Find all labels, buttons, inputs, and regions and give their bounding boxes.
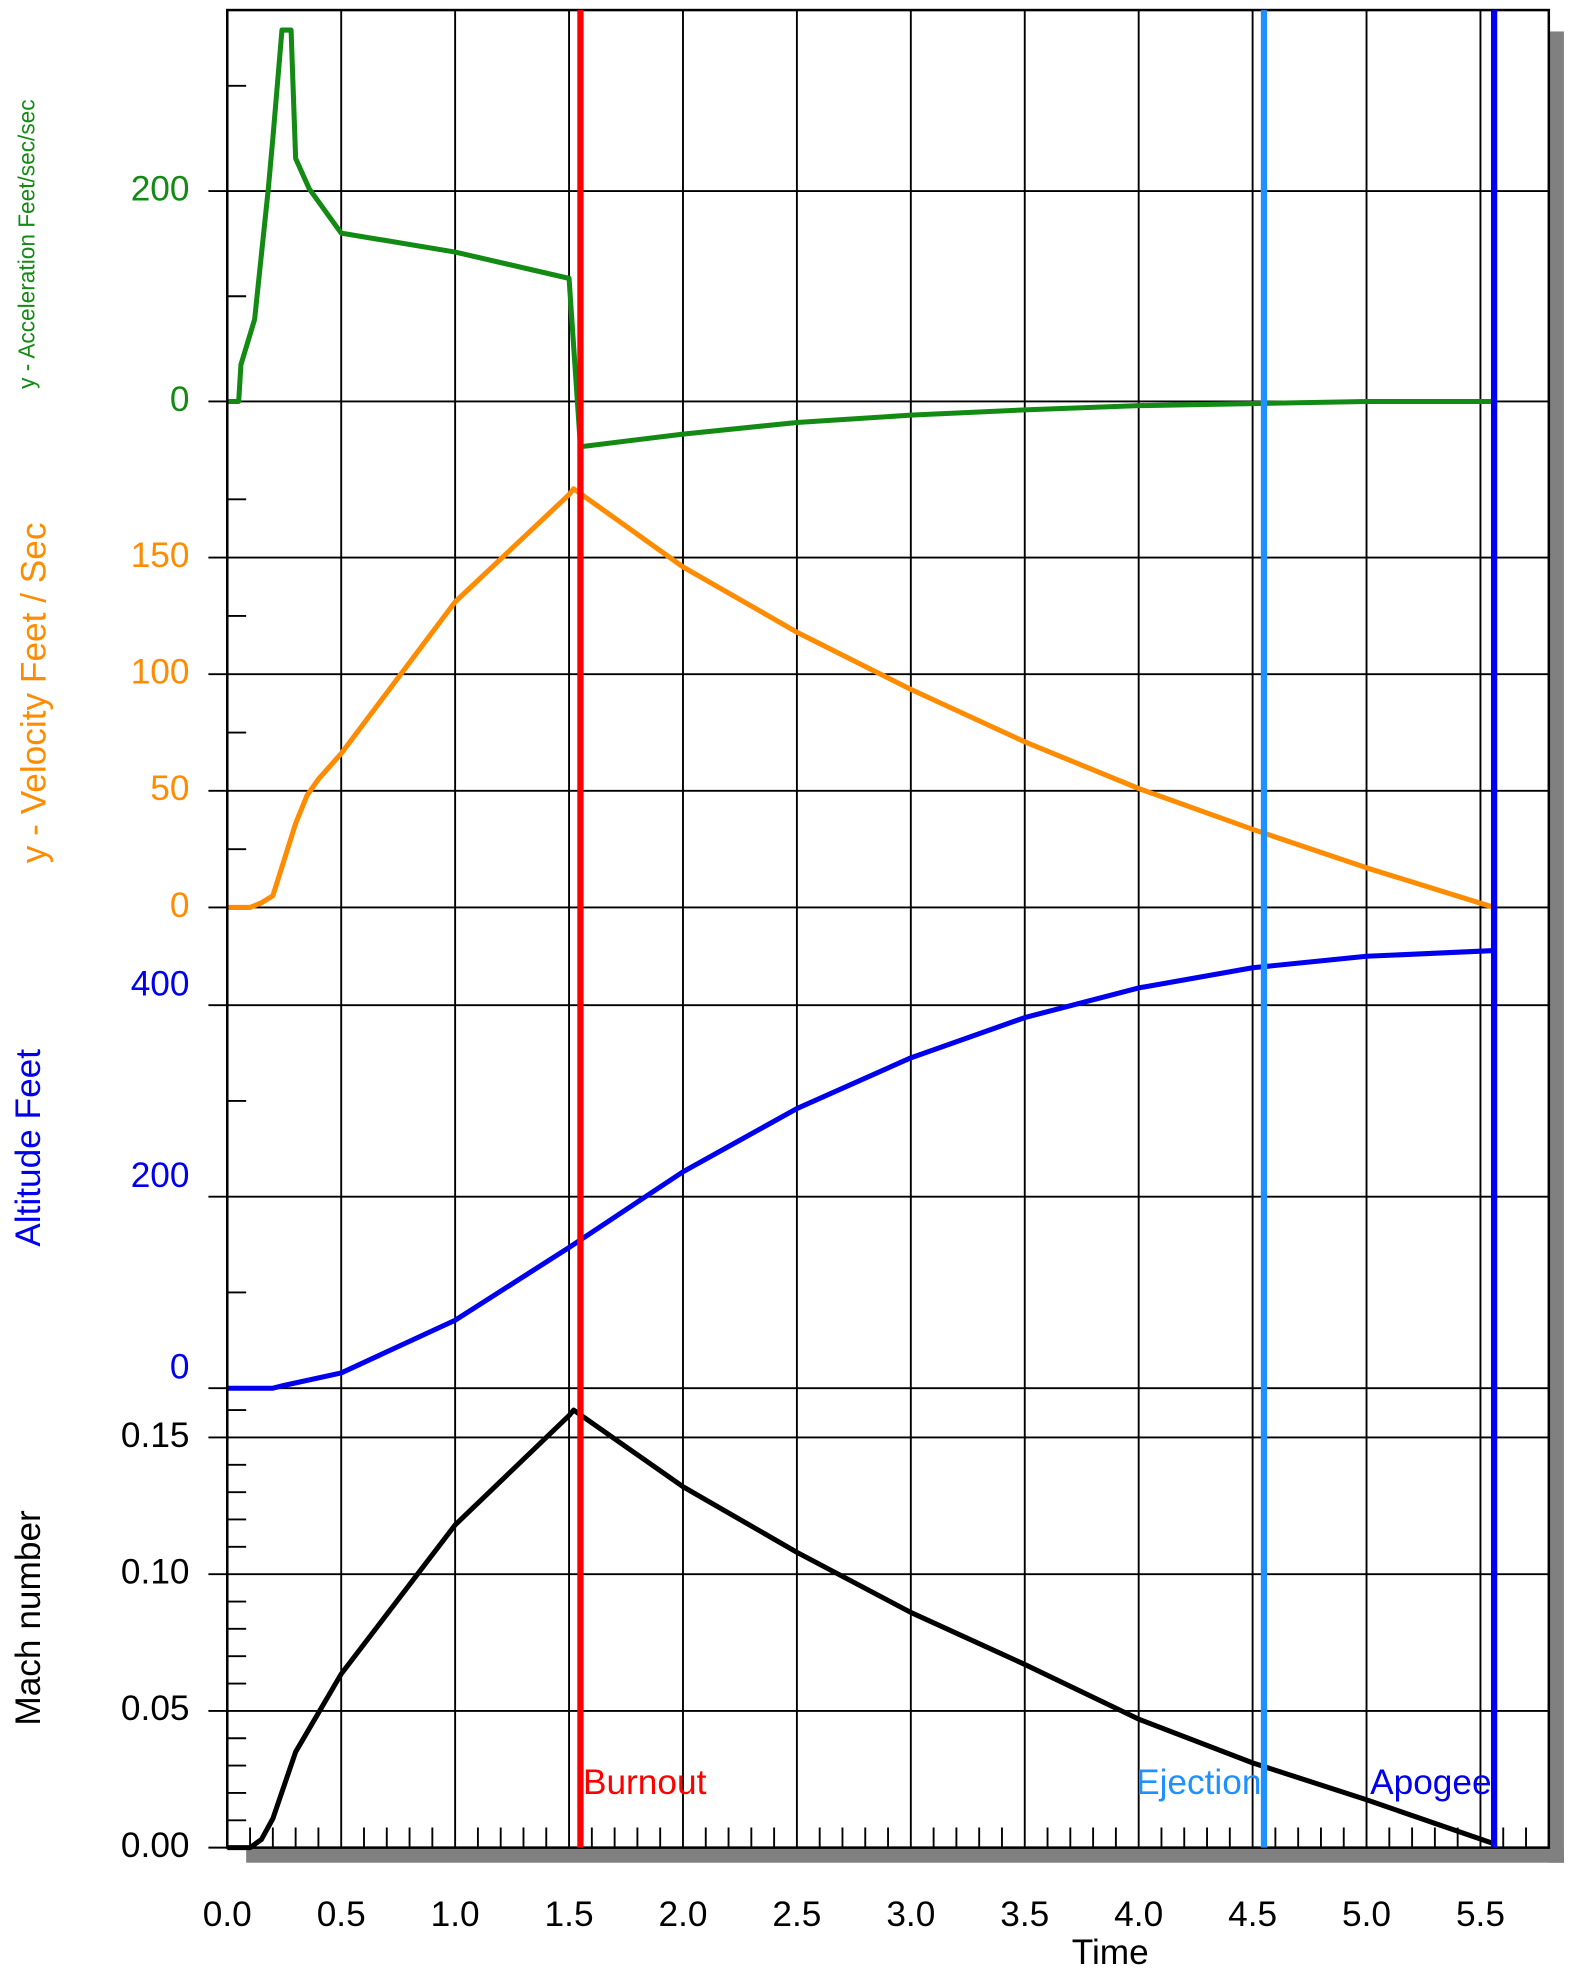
y-axis-label: Altitude Feet [9,1049,48,1247]
x-tick-label: 4.0 [1114,1895,1163,1934]
line [227,27,1495,450]
event-label: Burnout [583,1763,707,1802]
x-tick-label: 5.5 [1456,1895,1505,1934]
event-label: Apogee [1370,1763,1491,1802]
y-axis-label: y - Acceleration Feet/sec/sec [13,99,39,388]
x-tick-label: 1.5 [545,1895,594,1934]
line [227,1407,1495,1851]
y-tick-label: 150 [131,536,190,575]
plot-area [227,10,1549,1848]
y-tick-label: 50 [150,769,189,808]
y-tick-label: 0.15 [121,1416,190,1455]
frame [226,8,1551,1849]
y-tick-label: 0 [170,886,190,925]
event-label: Ejection [1136,1763,1261,1802]
shadow [246,1847,1564,1863]
y-axis-label: y - Velocity Feet / Sec [14,522,53,863]
y-tick-label: 200 [131,1156,190,1195]
y-tick-label: 0 [170,1348,190,1387]
y-tick-label: 200 [131,169,190,208]
x-tick-label: 4.5 [1228,1895,1277,1934]
x-tick-label: 5.0 [1342,1895,1391,1934]
x-tick-label: 0.0 [203,1895,252,1934]
line [227,486,1495,910]
y-tick-label: 0.00 [121,1826,190,1865]
x-tick-label: 0.5 [317,1895,366,1934]
y-tick-label: 100 [131,653,190,692]
x-tick-label: 3.5 [1000,1895,1049,1934]
x-tick-label: 1.0 [431,1895,480,1934]
plot: 0.0 0.5 1.0 1.5 2.0 2.5 3.0 3.5 4.0 4.5 5.0 5.5 Time… [9,8,1551,1972]
line [227,948,1495,1391]
y-tick-label: 0 [170,380,190,419]
x-tick-label: 2.0 [658,1895,707,1934]
y-tick-label: 0.10 [121,1552,190,1591]
x-tick-label: 3.0 [886,1895,935,1934]
y-tick-label: 0.05 [121,1689,190,1728]
shadow [1548,31,1564,1863]
x-axis-label: Time [1072,1933,1149,1972]
y-tick-label: 400 [131,965,190,1004]
y-axis-label: Mach number [9,1510,48,1726]
x-tick-label: 2.5 [772,1895,821,1934]
